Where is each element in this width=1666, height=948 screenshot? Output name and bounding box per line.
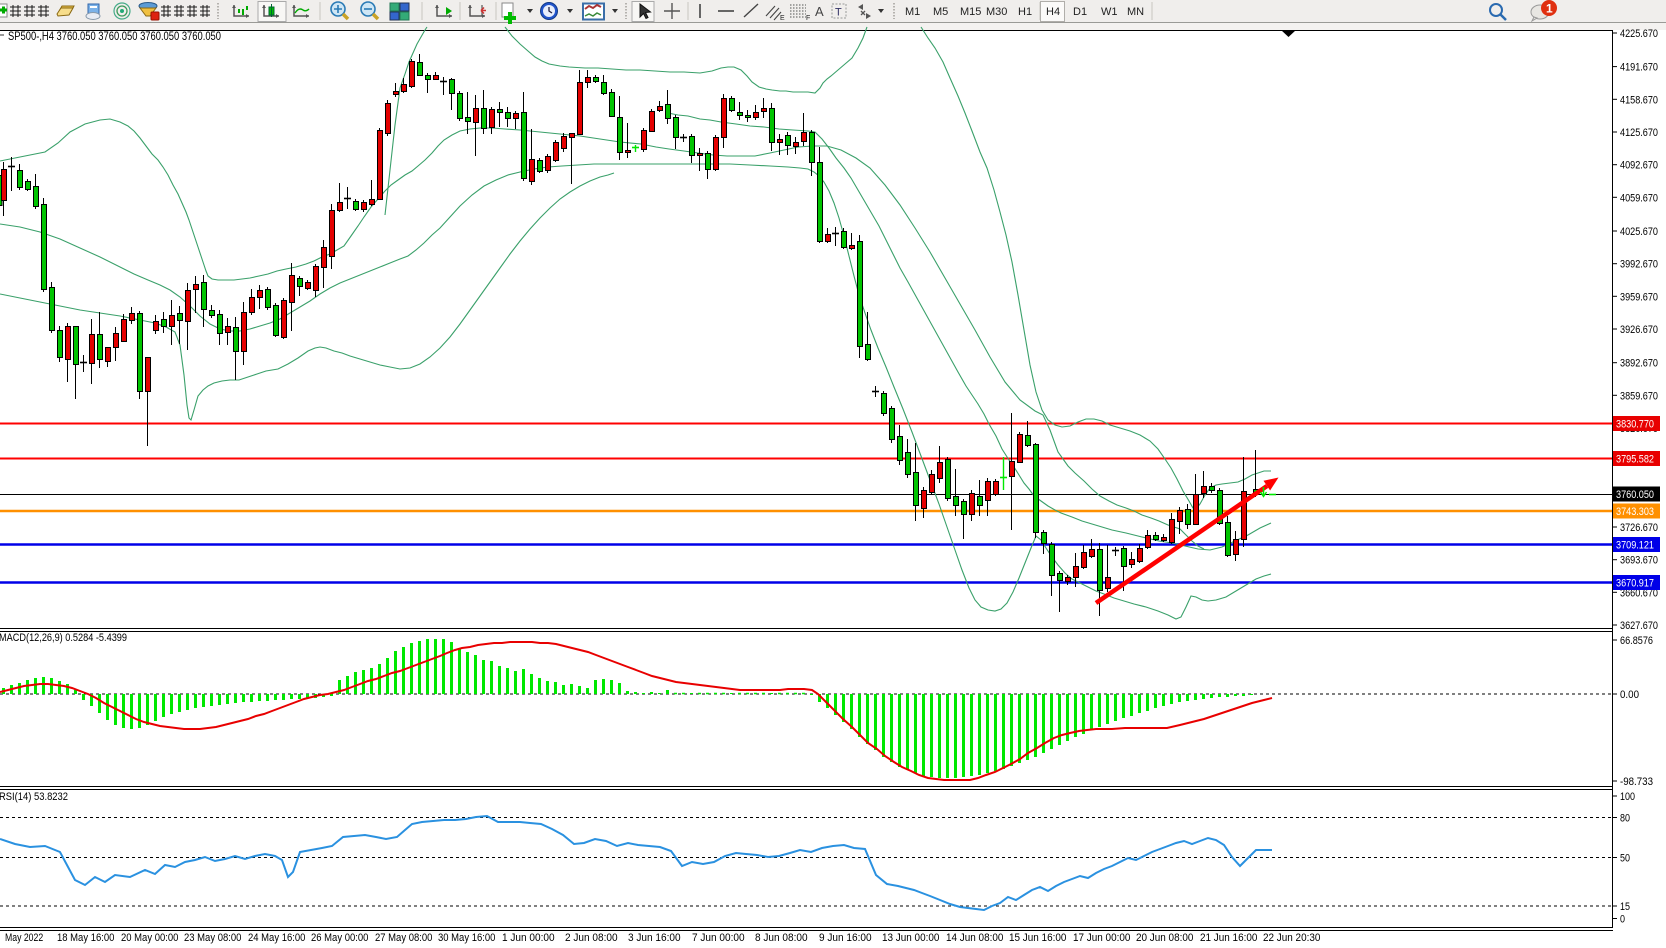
- svg-text:3726.670: 3726.670: [1620, 522, 1658, 534]
- svg-text:SP500-,H4 3760.050 3760.050 3: SP500-,H4 3760.050 3760.050 3760.050 376…: [8, 29, 221, 43]
- svg-text:3627.670: 3627.670: [1620, 620, 1658, 632]
- svg-text:3992.670: 3992.670: [1620, 259, 1658, 271]
- svg-text:27 May 08:00: 27 May 08:00: [375, 932, 432, 944]
- svg-text:M15: M15: [960, 6, 981, 18]
- svg-text:17 Jun 00:00: 17 Jun 00:00: [1073, 932, 1130, 944]
- svg-text:A: A: [815, 4, 824, 19]
- svg-text:80: 80: [1620, 813, 1630, 825]
- svg-text:3670.917: 3670.917: [1616, 578, 1654, 590]
- svg-text:H1: H1: [1018, 6, 1032, 18]
- svg-text:4225.670: 4225.670: [1620, 28, 1658, 40]
- svg-text:3926.670: 3926.670: [1620, 324, 1658, 336]
- svg-text:May 2022: May 2022: [5, 932, 43, 944]
- svg-text:7 Jun 00:00: 7 Jun 00:00: [692, 932, 745, 944]
- svg-text:3892.670: 3892.670: [1620, 358, 1658, 370]
- svg-text:26 May 00:00: 26 May 00:00: [311, 932, 368, 944]
- svg-text:20 May 00:00: 20 May 00:00: [121, 932, 178, 944]
- svg-text:3859.670: 3859.670: [1620, 390, 1658, 402]
- svg-text:4125.670: 4125.670: [1620, 127, 1658, 139]
- svg-text:3959.670: 3959.670: [1620, 291, 1658, 303]
- svg-text:13 Jun 00:00: 13 Jun 00:00: [882, 932, 939, 944]
- svg-text:15 Jun 16:00: 15 Jun 16:00: [1009, 932, 1066, 944]
- svg-text:21 Jun 16:00: 21 Jun 16:00: [1200, 932, 1257, 944]
- svg-text:3760.050: 3760.050: [1616, 489, 1654, 501]
- svg-text:MACD(12,26,9) 0.5284 -5.4399: MACD(12,26,9) 0.5284 -5.4399: [0, 632, 127, 644]
- svg-text:3830.770: 3830.770: [1616, 419, 1654, 431]
- svg-text:15: 15: [1620, 901, 1630, 913]
- svg-text:W1: W1: [1101, 6, 1118, 18]
- svg-text:F: F: [806, 15, 810, 22]
- svg-text:3660.670: 3660.670: [1620, 587, 1658, 599]
- svg-text:D1: D1: [1073, 6, 1087, 18]
- svg-text:-98.733: -98.733: [1620, 776, 1653, 788]
- svg-text:66.8576: 66.8576: [1620, 635, 1653, 647]
- svg-text:RSI(14) 53.8232: RSI(14) 53.8232: [0, 791, 68, 803]
- svg-text:24 May 16:00: 24 May 16:00: [248, 932, 305, 944]
- svg-text:14 Jun 08:00: 14 Jun 08:00: [946, 932, 1003, 944]
- svg-text:22 Jun 20:30: 22 Jun 20:30: [1263, 932, 1320, 944]
- svg-text:MN: MN: [1127, 6, 1144, 18]
- svg-text:4191.670: 4191.670: [1620, 62, 1658, 74]
- svg-text:3709.121: 3709.121: [1616, 540, 1654, 552]
- svg-text:M30: M30: [986, 6, 1007, 18]
- svg-text:9 Jun 16:00: 9 Jun 16:00: [819, 932, 872, 944]
- svg-text:4092.670: 4092.670: [1620, 160, 1658, 172]
- svg-text:3693.670: 3693.670: [1620, 555, 1658, 567]
- svg-text:8 Jun 08:00: 8 Jun 08:00: [755, 932, 808, 944]
- svg-text:3795.582: 3795.582: [1616, 454, 1654, 466]
- svg-text:30 May 16:00: 30 May 16:00: [438, 932, 495, 944]
- svg-text:4025.670: 4025.670: [1620, 226, 1658, 238]
- svg-text:0: 0: [1620, 914, 1625, 926]
- svg-text:E: E: [780, 15, 785, 22]
- svg-text:M1: M1: [905, 6, 920, 18]
- svg-text:T: T: [835, 7, 842, 19]
- svg-text:H4: H4: [1046, 6, 1060, 18]
- svg-text:50: 50: [1620, 853, 1630, 865]
- svg-text:20 Jun 08:00: 20 Jun 08:00: [1136, 932, 1193, 944]
- svg-text:23 May 08:00: 23 May 08:00: [184, 932, 241, 944]
- svg-text:M5: M5: [933, 6, 948, 18]
- svg-text:1: 1: [1546, 2, 1553, 16]
- svg-text:4158.670: 4158.670: [1620, 94, 1658, 106]
- svg-text:3743.303: 3743.303: [1616, 506, 1654, 518]
- svg-text:2 Jun 08:00: 2 Jun 08:00: [565, 932, 618, 944]
- svg-text:18 May 16:00: 18 May 16:00: [57, 932, 114, 944]
- svg-text:1 Jun 00:00: 1 Jun 00:00: [502, 932, 555, 944]
- svg-text:3 Jun 16:00: 3 Jun 16:00: [628, 932, 681, 944]
- svg-text:0.00: 0.00: [1620, 689, 1639, 701]
- svg-text:100: 100: [1620, 791, 1635, 803]
- svg-text:4059.670: 4059.670: [1620, 192, 1658, 204]
